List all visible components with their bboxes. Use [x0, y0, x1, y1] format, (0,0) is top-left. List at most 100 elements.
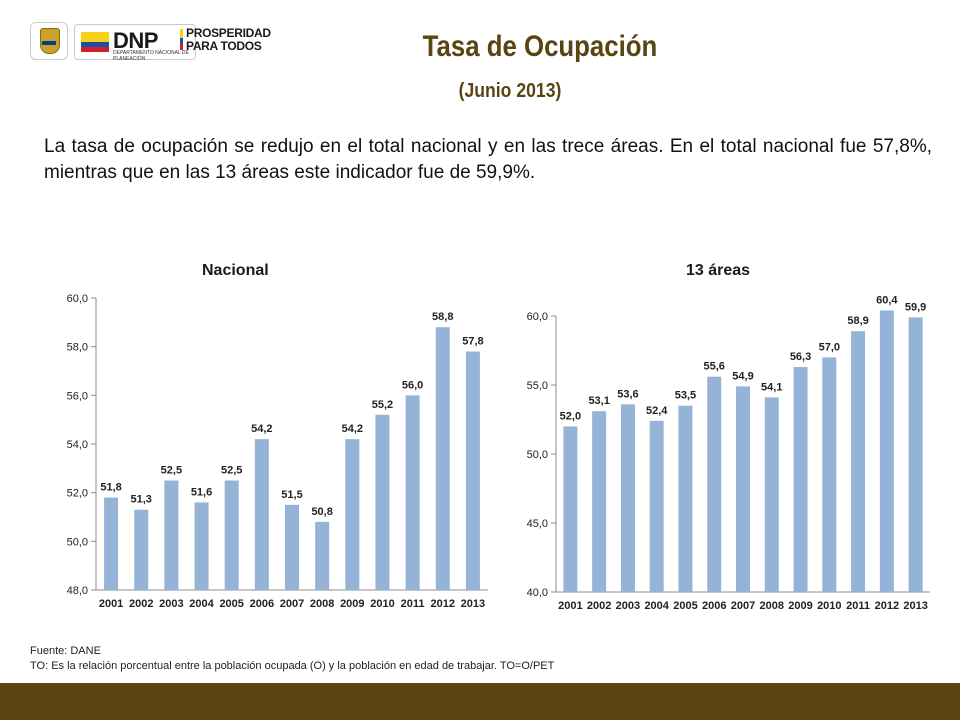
nacional-y-tick-label: 52,0 [67, 488, 88, 500]
trece-areas-x-tick-label: 2007 [731, 600, 755, 612]
notes: Fuente: DANE TO: Es la relación porcentu… [30, 644, 554, 674]
prosperidad-logo: PROSPERIDAD PARA TODOS [180, 25, 300, 57]
trece-areas-bar [707, 376, 722, 592]
trece-areas-bar [822, 357, 837, 592]
nacional-data-label: 51,5 [281, 489, 302, 501]
trece-areas-y-tick-label: 55,0 [527, 380, 548, 392]
nacional-x-tick-label: 2008 [310, 598, 334, 610]
dnp-logo-subtext: DEPARTAMENTO NACIONAL DE PLANEACIÓN [113, 50, 189, 62]
trece-areas-data-label: 53,6 [617, 388, 638, 400]
nacional-bar [375, 414, 390, 590]
trece-areas-bar [563, 426, 578, 592]
chart-title-13-areas: 13 áreas [686, 262, 751, 279]
nacional-bar [164, 480, 179, 590]
trece-areas-bar [649, 420, 664, 592]
nacional-bar [405, 395, 420, 590]
trece-areas-data-label: 54,1 [761, 381, 782, 393]
trece-areas-x-tick-label: 2001 [558, 600, 582, 612]
nacional-bar [194, 502, 209, 590]
trece-areas-bar [620, 404, 635, 592]
trece-areas-x-tick-label: 2013 [903, 600, 927, 612]
trece-areas-x-tick-label: 2006 [702, 600, 726, 612]
trece-areas-x-tick-label: 2008 [760, 600, 784, 612]
trece-areas-data-label: 54,9 [732, 370, 753, 382]
nacional-y-tick-label: 54,0 [67, 439, 88, 451]
nacional-x-tick-label: 2010 [370, 598, 394, 610]
colombia-crest-icon [30, 22, 68, 60]
trece-areas-y-tick-label: 40,0 [527, 587, 548, 599]
trece-areas-bar [908, 317, 923, 592]
definition-note: TO: Es la relación porcentual entre la p… [30, 660, 555, 672]
nacional-x-tick-label: 2004 [189, 598, 214, 610]
nacional-bar [224, 480, 239, 590]
nacional-x-tick-label: 2002 [129, 598, 153, 610]
footer-bar [0, 683, 960, 720]
trece-areas-data-label: 60,4 [876, 294, 898, 306]
trece-areas-bar [592, 411, 607, 592]
trece-areas-data-label: 55,6 [704, 361, 725, 373]
nacional-data-label: 57,8 [462, 336, 483, 348]
nacional-x-tick-label: 2003 [159, 598, 183, 610]
nacional-data-label: 51,3 [131, 494, 152, 506]
trece-areas-x-tick-label: 2004 [644, 600, 669, 612]
nacional-data-label: 51,8 [100, 482, 121, 494]
trece-areas-data-label: 56,3 [790, 351, 811, 363]
nacional-bar [254, 439, 269, 590]
nacional-x-tick-label: 2005 [219, 598, 243, 610]
chart-13-areas: 40,0 45,0 50,0 55,0 60,0 52,0 2001 53,1 2002 53,6… [527, 294, 930, 612]
chart-title-nacional: Nacional [202, 262, 269, 279]
trece-areas-bar [851, 331, 866, 592]
page-subtitle: (Junio 2013) [458, 80, 562, 102]
nacional-bar [134, 509, 149, 590]
nacional-data-label: 52,5 [161, 465, 182, 477]
dnp-logo: DNP DEPARTAMENTO NACIONAL DE PLANEACIÓN [74, 24, 196, 62]
trece-areas-data-label: 59,9 [905, 301, 926, 313]
trece-areas-data-label: 52,0 [560, 410, 581, 422]
nacional-bar [285, 504, 299, 590]
nacional-x-tick-label: 2007 [280, 598, 304, 610]
nacional-bar [345, 439, 360, 590]
trece-areas-y-tick-label: 45,0 [527, 518, 548, 530]
prosperidad-logo-line2: PARA TODOS [186, 39, 262, 53]
prosperidad-logo-line1: PROSPERIDAD [186, 26, 271, 40]
nacional-y-tick-label: 56,0 [67, 390, 88, 402]
nacional-data-label: 55,2 [372, 399, 393, 411]
nacional-data-label: 56,0 [402, 379, 423, 391]
source-note: Fuente: DANE [30, 645, 101, 657]
trece-areas-data-label: 53,5 [675, 390, 696, 402]
nacional-data-label: 52,5 [221, 465, 242, 477]
nacional-data-label: 54,2 [342, 423, 363, 435]
trece-areas-x-tick-label: 2010 [817, 600, 841, 612]
nacional-x-tick-label: 2009 [340, 598, 364, 610]
nacional-data-label: 58,8 [432, 311, 453, 323]
trece-areas-data-label: 57,0 [819, 341, 840, 353]
nacional-data-label: 51,6 [191, 486, 212, 498]
nacional-bar [104, 497, 119, 590]
trece-areas-bar [764, 397, 779, 592]
nacional-y-tick-label: 60,0 [67, 293, 88, 305]
intro-paragraph: La tasa de ocupación se redujo en el tot… [44, 136, 932, 183]
nacional-x-tick-label: 2001 [99, 598, 123, 610]
trece-areas-x-tick-label: 2009 [788, 600, 812, 612]
trece-areas-bar [793, 367, 808, 592]
trece-areas-x-tick-label: 2011 [846, 600, 870, 612]
trece-areas-x-tick-label: 2003 [616, 600, 640, 612]
nacional-x-tick-label: 2011 [401, 598, 425, 610]
nacional-x-tick-label: 2013 [461, 598, 485, 610]
header: DNP DEPARTAMENTO NACIONAL DE PLANEACIÓN … [0, 0, 960, 110]
nacional-y-tick-label: 50,0 [67, 536, 88, 548]
nacional-y-tick-label: 48,0 [67, 585, 88, 597]
nacional-y-tick-label: 58,0 [67, 342, 88, 354]
trece-areas-data-label: 58,9 [847, 315, 868, 327]
trece-areas-bar [736, 386, 750, 592]
nacional-bar [435, 327, 450, 590]
nacional-data-label: 54,2 [251, 423, 272, 435]
dnp-logo-text: DNP [113, 28, 158, 53]
nacional-bar [315, 521, 330, 590]
trece-areas-x-tick-label: 2005 [673, 600, 697, 612]
trece-areas-bar [678, 405, 693, 592]
logo-area: DNP DEPARTAMENTO NACIONAL DE PLANEACIÓN … [30, 22, 300, 62]
nacional-bar [465, 351, 480, 590]
trece-areas-bar [879, 310, 894, 592]
trece-areas-y-tick-label: 60,0 [527, 311, 548, 323]
